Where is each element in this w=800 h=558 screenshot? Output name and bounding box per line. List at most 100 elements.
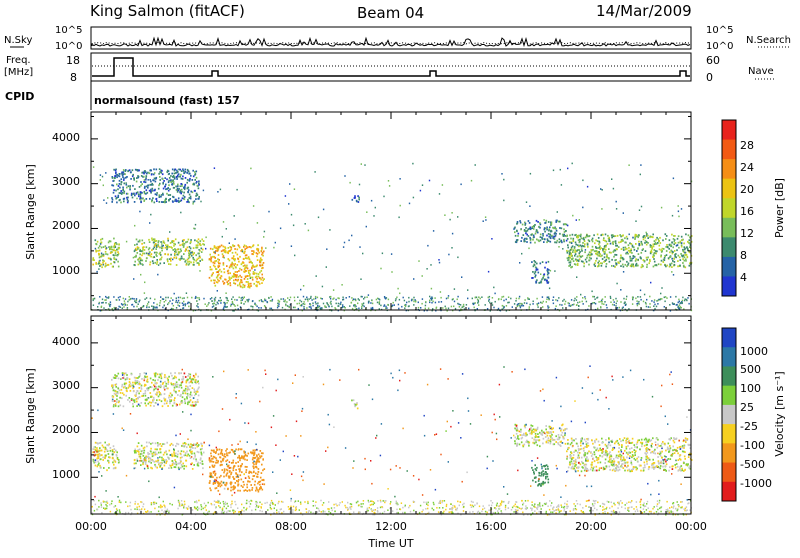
data-cell [526, 238, 528, 240]
data-cell [589, 254, 591, 256]
data-cell [141, 243, 143, 245]
data-cell [143, 305, 144, 307]
data-cell [165, 253, 167, 255]
data-cell [260, 450, 262, 452]
data-cell [643, 236, 645, 238]
data-cell [548, 269, 550, 271]
data-cell [197, 244, 199, 246]
data-cell [501, 296, 502, 298]
data-cell [340, 302, 341, 304]
data-cell [232, 476, 234, 478]
data-cell [187, 191, 189, 193]
data-cell [528, 445, 530, 447]
data-cell [157, 444, 159, 446]
data-cell [572, 251, 574, 253]
data-cell [147, 185, 149, 187]
data-cell [176, 257, 178, 259]
data-cell [333, 289, 334, 291]
data-cell [145, 193, 147, 195]
data-cell [559, 221, 561, 223]
data-cell [193, 228, 194, 230]
data-cell [263, 479, 265, 481]
data-cell [588, 305, 589, 307]
data-cell [514, 231, 516, 233]
power-cbar-tick-28: 28 [740, 139, 754, 152]
data-cell [237, 254, 239, 256]
data-cell [670, 250, 672, 252]
data-cell [142, 260, 144, 262]
data-cell [231, 277, 233, 279]
data-cell [660, 264, 662, 266]
data-cell [97, 461, 99, 463]
data-cell [158, 452, 160, 454]
data-cell [349, 296, 350, 298]
data-cell [630, 248, 632, 250]
data-cell [187, 188, 189, 190]
data-cell [678, 470, 680, 472]
data-cell [116, 243, 118, 245]
colorbar-swatch [722, 198, 736, 218]
data-cell [279, 301, 280, 303]
data-cell [214, 245, 216, 247]
data-cell [108, 445, 110, 447]
data-cell [357, 303, 358, 305]
data-cell [162, 194, 164, 196]
data-cell [237, 305, 238, 307]
data-cell [594, 265, 596, 267]
data-cell [506, 299, 507, 301]
data-cell [362, 253, 363, 255]
data-cell [600, 301, 601, 303]
data-cell [605, 444, 607, 446]
data-cell [224, 488, 226, 490]
data-cell [673, 258, 675, 260]
data-cell [306, 297, 307, 299]
data-cell [475, 302, 476, 304]
data-cell [261, 247, 263, 249]
data-cell [145, 405, 147, 407]
data-cell [608, 444, 610, 446]
data-cell [681, 242, 683, 244]
data-cell [553, 431, 555, 433]
data-cell [664, 264, 666, 266]
data-cell [595, 303, 596, 305]
data-cell [152, 379, 154, 381]
data-cell [141, 402, 143, 404]
data-cell [149, 170, 151, 172]
data-cell [506, 305, 507, 307]
data-cell [315, 298, 316, 300]
data-cell [571, 299, 572, 301]
data-cell [586, 257, 588, 259]
data-cell [179, 191, 181, 193]
data-cell [147, 467, 149, 469]
data-cell [154, 172, 155, 174]
data-cell [498, 308, 499, 310]
data-cell [238, 261, 240, 263]
data-cell [93, 304, 94, 306]
data-cell [661, 207, 662, 209]
data-cell [278, 303, 279, 305]
data-cell [237, 280, 239, 282]
data-cell [666, 297, 667, 299]
data-cell [193, 261, 195, 263]
data-cell [225, 456, 227, 458]
data-cell [224, 468, 226, 470]
data-cell [136, 198, 137, 200]
data-cell [213, 303, 214, 305]
data-cell [93, 446, 95, 448]
data-cell [166, 402, 168, 404]
data-cell [173, 305, 174, 307]
data-cell [173, 175, 175, 177]
data-cell [431, 298, 432, 300]
data-cell [246, 484, 248, 486]
data-cell [664, 306, 665, 308]
data-cell [180, 169, 182, 171]
data-cell [161, 377, 163, 379]
data-cell [195, 297, 196, 299]
data-cell [452, 299, 453, 301]
data-cell [245, 257, 247, 259]
data-cell [96, 243, 98, 245]
data-cell [124, 300, 125, 302]
data-cell [626, 296, 627, 298]
data-cell [249, 259, 251, 261]
data-cell [527, 441, 529, 443]
